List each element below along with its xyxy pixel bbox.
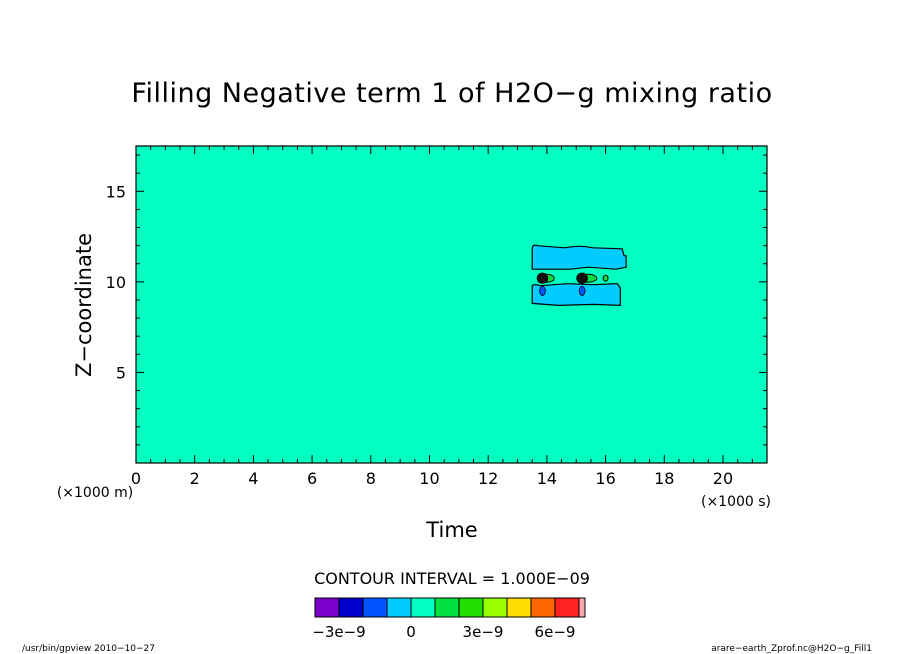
region-black-blob-6 [576,272,588,284]
x-axis-label: Time [425,518,477,542]
x-tick-label: 14 [537,469,557,488]
y-tick-labels: 5 10 15 [106,182,126,382]
x-tick-label: 18 [654,469,674,488]
y-axis-unit: (×1000 m) [57,485,133,501]
colorbar-swatch [554,597,580,618]
contour-regions [531,244,627,307]
colorbar-swatch [506,597,532,618]
footer-left: /usr/bin/gpview 2010−10−27 [22,644,155,654]
colorbar-swatch [386,597,412,618]
x-tick-label: 8 [366,469,376,488]
region-green-dot-4 [602,274,609,282]
x-tick-label: 0 [131,469,141,488]
colorbar-swatch [578,597,586,618]
region-blue-drip-8 [578,285,586,296]
colorbar-label: 6e−9 [535,623,576,641]
colorbar-swatch [530,597,556,618]
x-tick-label: 6 [307,469,317,488]
x-tick-label: 2 [190,469,200,488]
region-cyan-band-lower-1 [531,283,621,307]
x-tick-label: 20 [713,469,733,488]
chart-title: Filling Negative term 1 of H2O−g mixing … [131,78,772,109]
axis-ticks [135,146,768,464]
colorbar-label: −3e−9 [312,623,365,641]
region-black-blob-5 [536,272,549,284]
x-axis-unit: (×1000 s) [701,494,771,510]
x-tick-label: 16 [595,469,615,488]
plot-background [136,146,767,463]
plot-area [135,145,768,464]
footer-right: arare−earth_Zprof.nc@H2O−g_Fill1 [711,644,872,654]
colorbar-label: 3e−9 [463,623,504,641]
x-tick-label: 4 [248,469,258,488]
y-tick-label: 15 [106,182,126,201]
colorbar-swatch [482,597,508,618]
colorbar [314,597,586,618]
y-tick-label: 10 [106,273,126,292]
colorbar-swatch [458,597,484,618]
colorbar-swatch [338,597,364,618]
y-tick-label: 5 [116,363,126,382]
colorbar-labels: −3e−9 0 3e−9 6e−9 [312,623,575,641]
x-tick-label: 12 [478,469,498,488]
colorbar-swatch [362,597,388,618]
region-cyan-band-upper-0 [531,244,627,270]
colorbar-swatch [434,597,460,618]
plot-frame [135,145,768,464]
y-axis-label: Z−coordinate [72,233,96,377]
contour-interval-label: CONTOUR INTERVAL = 1.000E−09 [314,569,590,588]
colorbar-label: 0 [406,623,416,641]
colorbar-swatch [314,597,340,618]
colorbar-swatch [410,597,436,618]
x-tick-label: 10 [419,469,439,488]
region-blue-drip-7 [539,285,546,296]
x-tick-labels: 0 2 4 6 8 10 12 14 16 18 20 [131,469,733,488]
